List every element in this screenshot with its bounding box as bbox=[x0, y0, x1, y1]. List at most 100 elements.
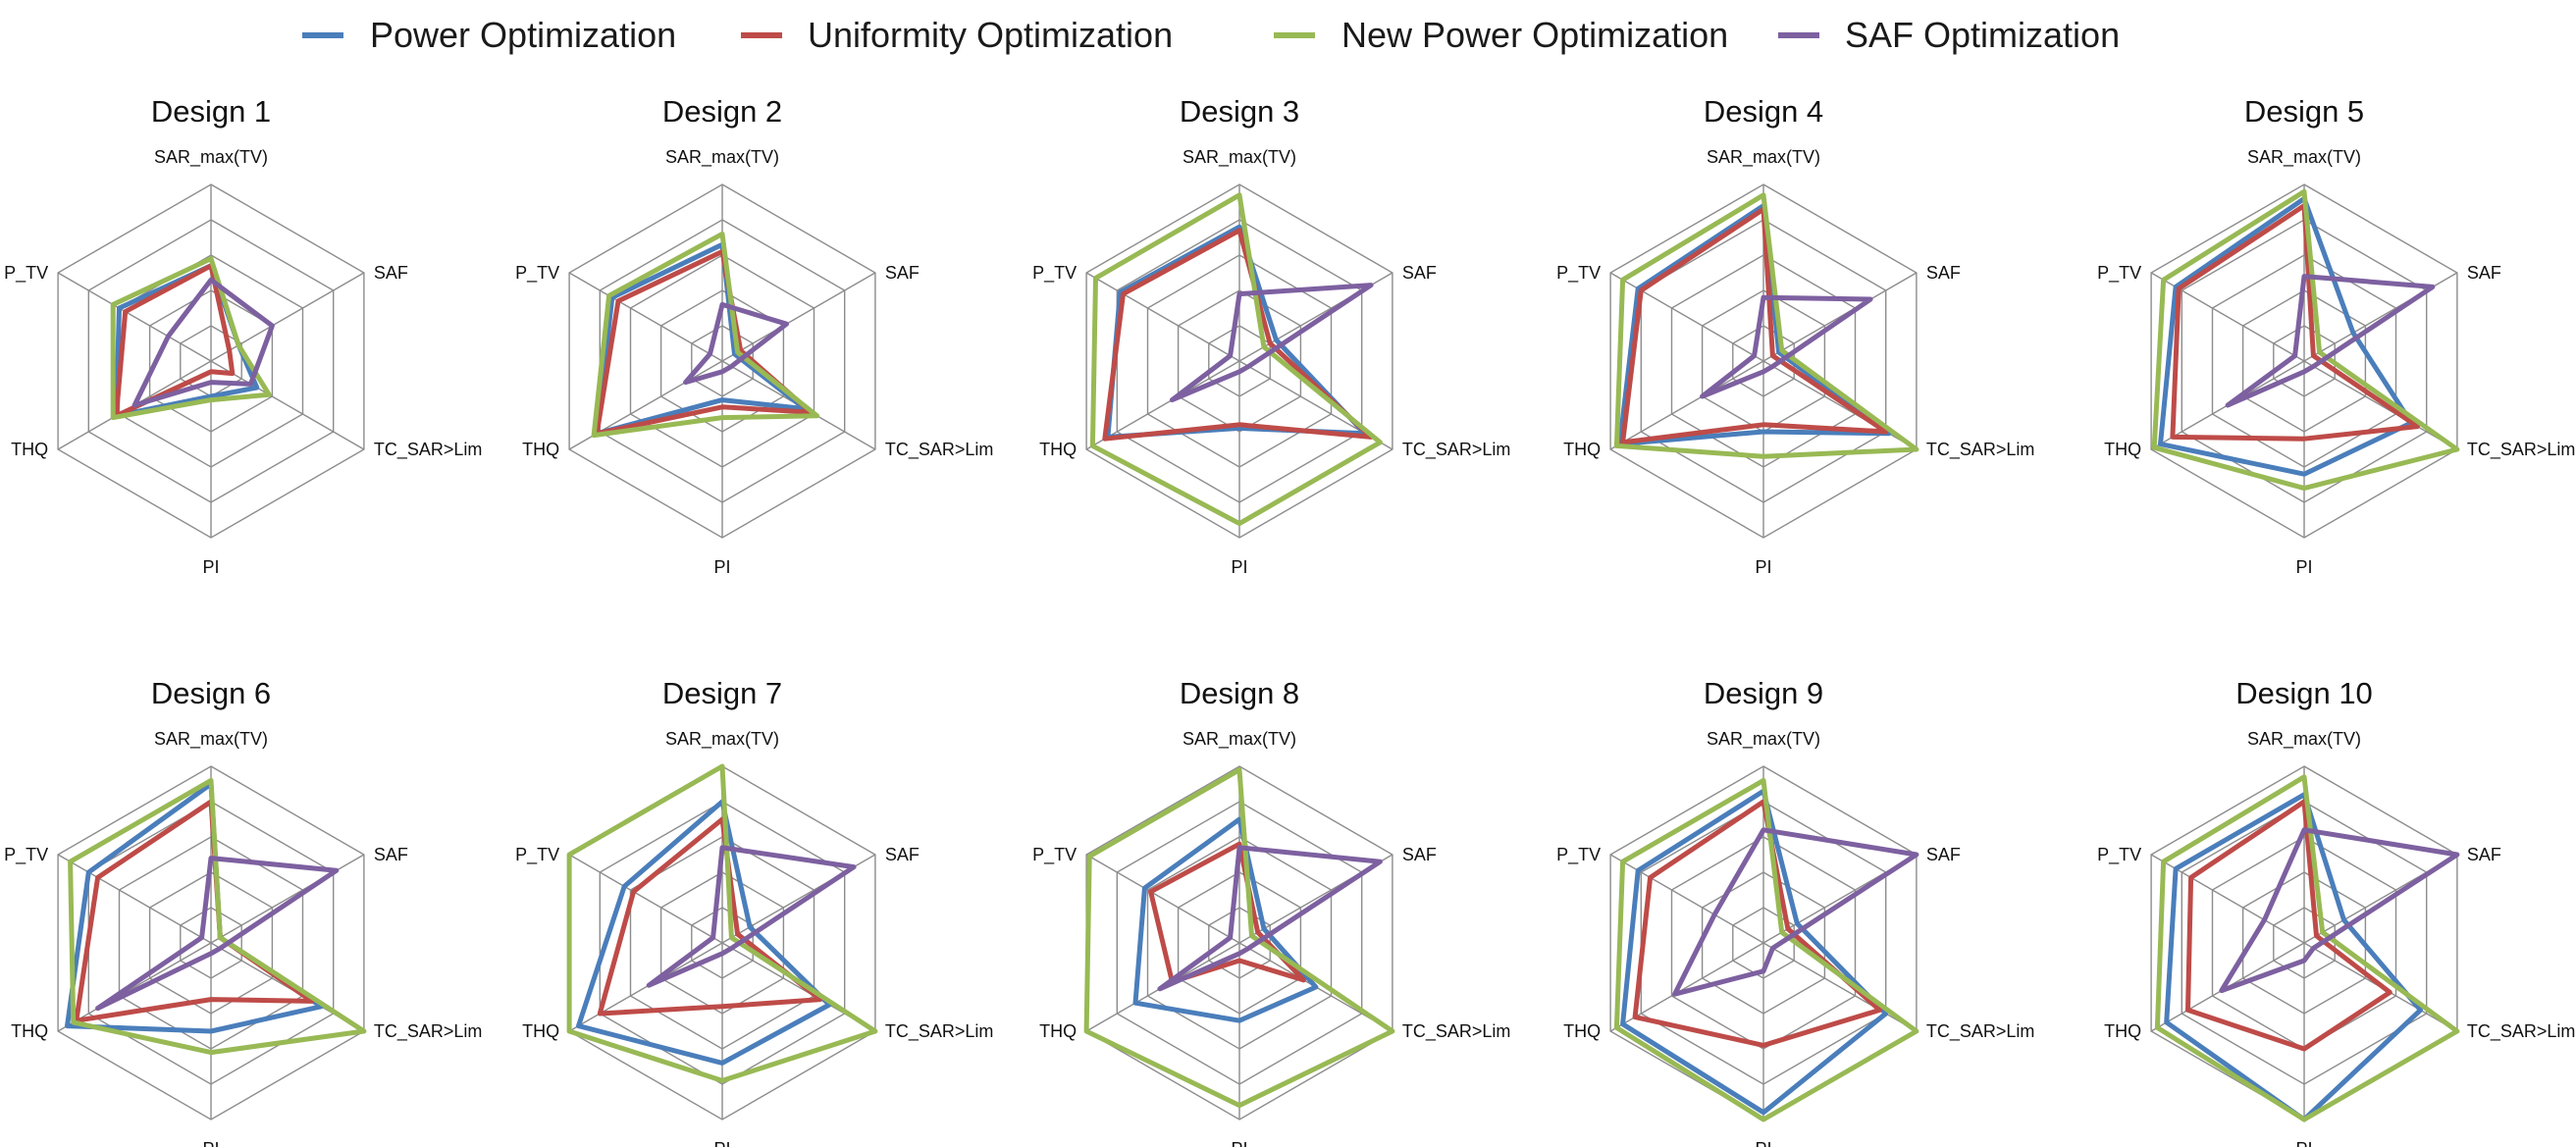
axis-label-sar-max-tv: SAR_max(TV) bbox=[1707, 147, 1820, 168]
radar-chart-design-10: Design 10 SAR_max(TV) SAF TC_SAR>Lim PI THQ P_… bbox=[2097, 676, 2575, 1147]
legend-item-new-power-optimization: New Power Optimization bbox=[1274, 15, 1728, 55]
axis-label-thq: THQ bbox=[1563, 440, 1601, 459]
axis-label-tc-sar-lim: TC_SAR>Lim bbox=[885, 1021, 994, 1042]
axis-label-p-tv: P_TV bbox=[2097, 845, 2141, 865]
series-uniformity-optimization bbox=[1632, 799, 1882, 1048]
series-saf-optimization bbox=[2225, 274, 2436, 408]
grid-spoke bbox=[1762, 272, 1918, 362]
grid-spoke bbox=[721, 272, 876, 362]
axis-label-pi: PI bbox=[713, 557, 730, 577]
grid-spoke bbox=[1762, 360, 1918, 450]
series-new-power-optimization bbox=[1613, 192, 1919, 459]
series-uniformity-optimization bbox=[1620, 206, 1889, 445]
axis-label-pi: PI bbox=[713, 1139, 730, 1147]
axis-label-thq: THQ bbox=[2104, 1021, 2141, 1041]
axis-label-tc-sar-lim: TC_SAR>Lim bbox=[1402, 440, 1511, 460]
grid-spoke bbox=[210, 360, 365, 450]
legend: Power Optimization Uniformity Optimizati… bbox=[302, 15, 2120, 55]
axis-label-sar-max-tv: SAR_max(TV) bbox=[1707, 729, 1820, 750]
axis-label-tc-sar-lim: TC_SAR>Lim bbox=[1926, 440, 2035, 460]
series-saf-optimization bbox=[1700, 294, 1873, 399]
series-new-power-optimization bbox=[2151, 188, 2460, 492]
series-power-optimization bbox=[1620, 788, 1889, 1116]
axis-label-sar-max-tv: SAR_max(TV) bbox=[1183, 147, 1296, 168]
axis-label-saf: SAF bbox=[885, 263, 920, 283]
grid-spoke bbox=[57, 272, 212, 362]
legend-label-uniformity-optimization: Uniformity Optimization bbox=[808, 15, 1173, 55]
axis-label-sar-max-tv: SAR_max(TV) bbox=[665, 147, 779, 168]
grid-spoke bbox=[57, 942, 212, 1032]
axis-label-sar-max-tv: SAR_max(TV) bbox=[154, 147, 268, 168]
axis-label-saf: SAF bbox=[374, 845, 408, 864]
axis-label-p-tv: P_TV bbox=[515, 263, 559, 284]
series-saf-optimization bbox=[1157, 845, 1383, 992]
grid-spoke bbox=[57, 854, 212, 944]
axis-label-p-tv: P_TV bbox=[4, 263, 48, 284]
axis-label-tc-sar-lim: TC_SAR>Lim bbox=[2467, 1021, 2576, 1042]
series-uniformity-optimization bbox=[1102, 228, 1374, 442]
axis-label-thq: THQ bbox=[11, 440, 48, 459]
radar-chart-design-2: Design 2 SAR_max(TV) SAF TC_SAR>Lim PI THQ P_T… bbox=[515, 94, 993, 577]
legend-item-uniformity-optimization: Uniformity Optimization bbox=[741, 15, 1173, 55]
radar-chart-design-4: Design 4 SAR_max(TV) SAF TC_SAR>Lim PI THQ P_T… bbox=[1556, 94, 2034, 577]
axis-label-thq: THQ bbox=[1563, 1021, 1601, 1041]
chart-title: Design 10 bbox=[2235, 676, 2373, 710]
chart-title: Design 6 bbox=[151, 676, 271, 710]
series-new-power-optimization bbox=[1083, 767, 1395, 1109]
chart-title: Design 2 bbox=[662, 94, 782, 129]
axis-label-saf: SAF bbox=[885, 845, 920, 864]
chart-title: Design 8 bbox=[1180, 676, 1299, 710]
axis-label-p-tv: P_TV bbox=[1032, 263, 1077, 284]
axis-label-saf: SAF bbox=[1402, 845, 1437, 864]
axis-label-thq: THQ bbox=[522, 1021, 559, 1041]
chart-title: Design 7 bbox=[662, 676, 782, 710]
axis-label-pi: PI bbox=[1231, 1139, 1247, 1147]
legend-label-new-power-optimization: New Power Optimization bbox=[1341, 15, 1728, 55]
axis-label-p-tv: P_TV bbox=[4, 845, 48, 865]
axis-label-p-tv: P_TV bbox=[1556, 263, 1601, 284]
chart-title: Design 1 bbox=[151, 94, 271, 129]
axis-label-tc-sar-lim: TC_SAR>Lim bbox=[374, 1021, 483, 1042]
series-saf-optimization bbox=[1169, 283, 1374, 403]
series-new-power-optimization bbox=[1613, 777, 1919, 1122]
series-uniformity-optimization bbox=[1148, 841, 1306, 985]
radar-chart-design-7: Design 7 SAR_max(TV) SAF TC_SAR>Lim PI THQ P_T… bbox=[515, 676, 993, 1147]
series-uniformity-optimization bbox=[594, 248, 814, 437]
axis-label-thq: THQ bbox=[522, 440, 559, 459]
axis-label-p-tv: P_TV bbox=[2097, 263, 2141, 284]
series-new-power-optimization bbox=[591, 231, 820, 439]
series-new-power-optimization bbox=[110, 256, 272, 421]
axis-label-pi: PI bbox=[2295, 557, 2312, 577]
radar-chart-design-1: Design 1 SAR_max(TV) SAF TC_SAR>Lim PI THQ P_T… bbox=[4, 94, 482, 577]
grid-spoke bbox=[1609, 360, 1764, 450]
radar-chart-design-5: Design 5 SAR_max(TV) SAF TC_SAR>Lim PI THQ P_T… bbox=[2097, 94, 2575, 577]
series-power-optimization bbox=[1617, 203, 1892, 447]
radar-chart-design-6: Design 6 SAR_max(TV) SAF TC_SAR>Lim PI THQ P_T… bbox=[4, 676, 482, 1147]
axis-label-tc-sar-lim: TC_SAR>Lim bbox=[2467, 440, 2576, 460]
radar-chart-design-8: Design 8 SAR_max(TV) SAF TC_SAR>Lim PI THQ P_T… bbox=[1032, 676, 1510, 1147]
series-saf-optimization bbox=[683, 301, 789, 386]
series-saf-optimization bbox=[131, 277, 275, 408]
axis-label-pi: PI bbox=[202, 557, 219, 577]
axis-label-tc-sar-lim: TC_SAR>Lim bbox=[374, 440, 483, 460]
axis-label-tc-sar-lim: TC_SAR>Lim bbox=[885, 440, 994, 460]
axis-label-thq: THQ bbox=[11, 1021, 48, 1041]
series-uniformity-optimization bbox=[113, 263, 236, 419]
series-saf-optimization bbox=[1672, 827, 1919, 997]
series-new-power-optimization bbox=[1089, 192, 1383, 527]
grid-spoke bbox=[1085, 854, 1240, 944]
axis-label-thq: THQ bbox=[2104, 440, 2141, 459]
axis-label-tc-sar-lim: TC_SAR>Lim bbox=[1402, 1021, 1511, 1042]
chart-title: Design 3 bbox=[1180, 94, 1299, 129]
axis-label-sar-max-tv: SAR_max(TV) bbox=[2247, 729, 2361, 750]
axis-label-saf: SAF bbox=[1402, 263, 1437, 283]
axis-label-saf: SAF bbox=[2467, 263, 2501, 283]
axis-label-saf: SAF bbox=[374, 263, 408, 283]
axis-label-p-tv: P_TV bbox=[1556, 845, 1601, 865]
legend-item-power-optimization: Power Optimization bbox=[302, 15, 676, 55]
axis-label-sar-max-tv: SAR_max(TV) bbox=[2247, 147, 2361, 168]
axis-label-pi: PI bbox=[2295, 1139, 2312, 1147]
axis-label-saf: SAF bbox=[1926, 845, 1961, 864]
radar-chart-design-9: Design 9 SAR_max(TV) SAF TC_SAR>Lim PI THQ P_T… bbox=[1556, 676, 2034, 1147]
axis-label-saf: SAF bbox=[2467, 845, 2501, 864]
